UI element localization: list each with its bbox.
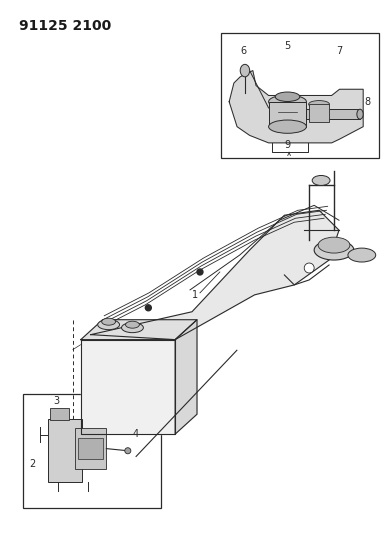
Text: 9: 9 xyxy=(285,140,290,150)
Bar xyxy=(23,394,161,508)
Text: 6: 6 xyxy=(240,46,247,55)
Text: 7: 7 xyxy=(336,46,343,55)
Ellipse shape xyxy=(269,120,307,133)
Ellipse shape xyxy=(348,248,376,262)
Bar xyxy=(51,408,69,420)
Text: 2: 2 xyxy=(29,459,36,470)
Bar xyxy=(48,419,82,481)
Ellipse shape xyxy=(357,109,363,119)
Text: 1: 1 xyxy=(192,290,198,300)
Polygon shape xyxy=(91,211,339,340)
Ellipse shape xyxy=(240,64,250,77)
Text: 8: 8 xyxy=(365,96,371,107)
Ellipse shape xyxy=(309,101,329,108)
Circle shape xyxy=(197,269,203,275)
Text: 5: 5 xyxy=(284,41,290,51)
Circle shape xyxy=(304,263,314,273)
Ellipse shape xyxy=(318,237,350,253)
Bar xyxy=(309,104,329,122)
Bar xyxy=(269,102,307,127)
Ellipse shape xyxy=(312,175,330,185)
Ellipse shape xyxy=(102,318,116,325)
Text: 91125 2100: 91125 2100 xyxy=(19,19,111,33)
Text: 4: 4 xyxy=(133,429,139,439)
Bar xyxy=(307,109,360,119)
Text: 3: 3 xyxy=(53,396,59,406)
Circle shape xyxy=(125,448,131,454)
Circle shape xyxy=(145,305,151,311)
Polygon shape xyxy=(81,340,175,434)
Ellipse shape xyxy=(275,92,300,101)
Ellipse shape xyxy=(122,322,143,333)
Polygon shape xyxy=(81,320,197,340)
Ellipse shape xyxy=(314,240,354,260)
Polygon shape xyxy=(229,70,363,143)
Ellipse shape xyxy=(98,320,120,330)
Ellipse shape xyxy=(269,95,307,108)
Bar xyxy=(78,439,103,459)
Polygon shape xyxy=(175,320,197,434)
Ellipse shape xyxy=(125,321,140,328)
Bar xyxy=(75,428,106,469)
Bar xyxy=(221,33,379,158)
